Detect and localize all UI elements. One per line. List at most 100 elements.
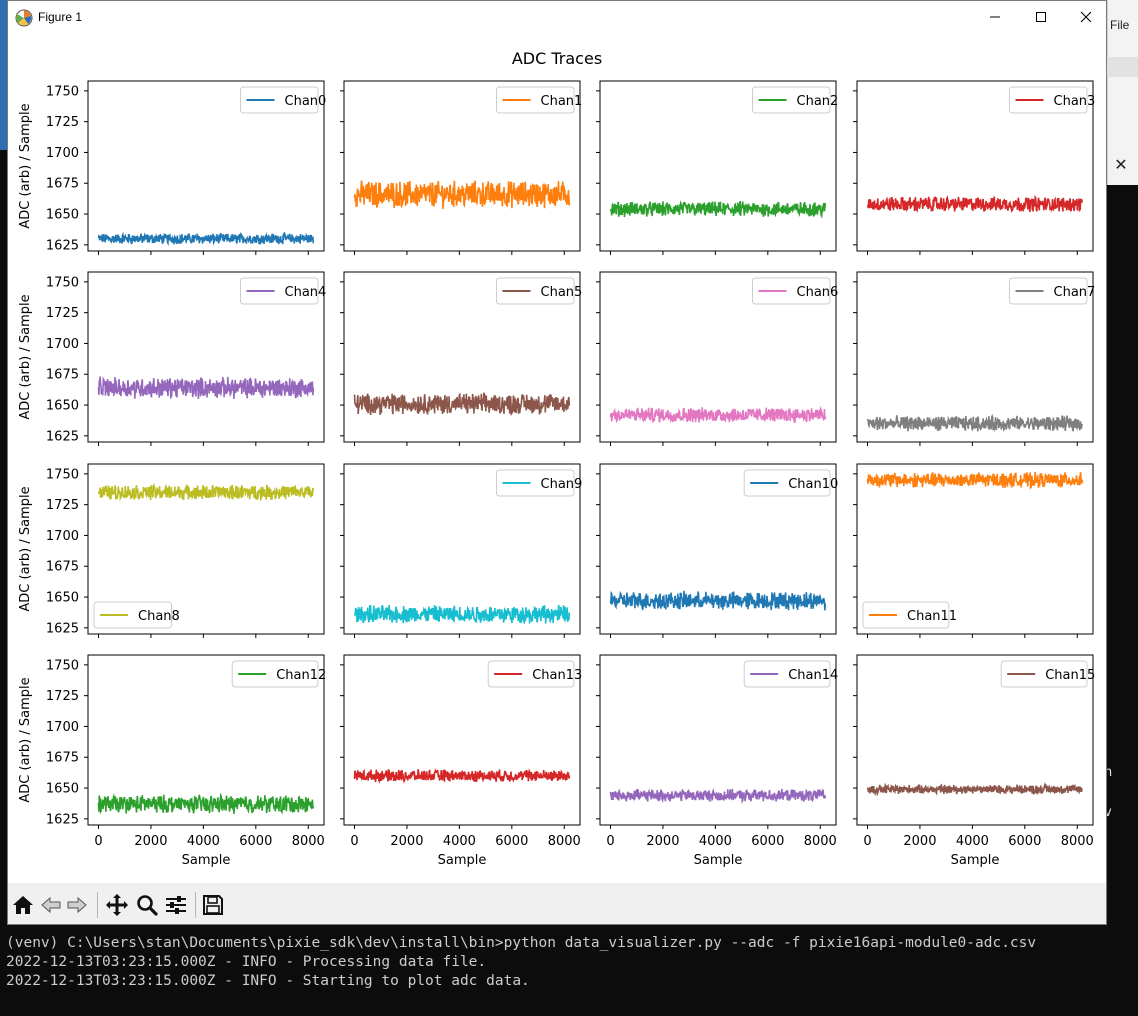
- toolbar-separator: [97, 892, 98, 918]
- legend: Chan4: [240, 277, 327, 305]
- legend: Chan12: [231, 660, 326, 688]
- zoom-button[interactable]: [134, 892, 160, 918]
- trace-line-chan11: [866, 471, 1084, 490]
- x-tick-label: 4000: [956, 834, 989, 849]
- y-tick-label: 1750: [46, 84, 79, 99]
- x-axis-label: Sample: [951, 853, 1000, 868]
- forward-arrow-icon: [67, 896, 87, 914]
- legend: Chan11: [862, 601, 957, 629]
- trace-line-chan12: [97, 792, 315, 815]
- y-tick-label: 1700: [46, 529, 79, 544]
- axes-frame: [87, 654, 325, 826]
- legend-box: [752, 86, 831, 114]
- y-tick-label: 1625: [46, 621, 79, 636]
- x-tick-label: 6000: [239, 834, 272, 849]
- axes-frame: [856, 80, 1094, 252]
- y-tick-label: 1650: [46, 399, 79, 414]
- title-bar[interactable]: Figure 1: [8, 1, 1106, 34]
- legend: Chan2: [752, 86, 838, 114]
- subplot-chan5: Chan5: [340, 271, 582, 446]
- trace-line-chan7: [866, 413, 1084, 433]
- adc-traces-figure[interactable]: ADC Traces 1625 1650 1675 1700 1725 1750 ADC (…: [8, 34, 1106, 883]
- x-tick-label: 4000: [699, 834, 732, 849]
- y-tick-label: 1700: [46, 720, 79, 735]
- maximize-button[interactable]: [1018, 1, 1064, 33]
- minimize-button[interactable]: [972, 1, 1018, 33]
- legend-label: Chan4: [285, 285, 327, 300]
- toolbar-separator: [195, 892, 196, 918]
- forward-button[interactable]: [64, 892, 90, 918]
- legend-box: [1000, 660, 1088, 688]
- legend-box: [487, 660, 575, 688]
- back-arrow-icon: [41, 896, 61, 914]
- pan-icon: [106, 894, 128, 916]
- back-button[interactable]: [38, 892, 64, 918]
- subplot-chan10: Chan10: [596, 463, 838, 638]
- configure-subplots-icon: [166, 896, 186, 914]
- axes-frame: [599, 654, 837, 826]
- subplot-chan7: Chan7: [853, 271, 1096, 446]
- configure-subplots-button[interactable]: [163, 892, 189, 918]
- y-tick-label: 1700: [46, 146, 79, 161]
- y-tick-label: 1750: [46, 467, 79, 482]
- figure-canvas[interactable]: ADC Traces 1625 1650 1675 1700 1725 1750 ADC (…: [8, 34, 1106, 883]
- trace-line-chan15: [866, 782, 1083, 797]
- x-tick-label: 2000: [646, 834, 679, 849]
- subplot-chan12: 1625 1650 1675 1700 1725 1750 0 2000 4000 6000 800…: [18, 654, 326, 868]
- y-tick-label: 1675: [46, 368, 79, 383]
- legend: Chan13: [487, 660, 582, 688]
- x-tick-label: 0: [94, 834, 102, 849]
- legend: Chan10: [743, 469, 838, 497]
- axes-frame: [599, 463, 837, 635]
- x-tick-label: 8000: [804, 834, 837, 849]
- axes-frame: [343, 463, 581, 635]
- terminal-line: 2022-12-13T03:23:15.000Z - INFO - Starti…: [6, 973, 530, 989]
- pan-button[interactable]: [104, 892, 130, 918]
- trace-line-chan9: [353, 604, 571, 624]
- legend-box: [231, 660, 319, 688]
- x-tick-label: 8000: [292, 834, 325, 849]
- legend-label: Chan7: [1054, 285, 1096, 300]
- subplot-chan8: 1625 1650 1675 1700 1725 1750 ADC (arb) / Samp…: [18, 463, 325, 638]
- y-tick-label: 1700: [46, 337, 79, 352]
- background-text: n File: [1100, 18, 1130, 32]
- y-tick-label: 1650: [46, 591, 79, 606]
- terminal-console[interactable]: (venv) C:\Users\stan\Documents\pixie_sdk…: [0, 925, 1138, 1016]
- background-window-right: [1107, 0, 1138, 185]
- x-tick-label: 2000: [903, 834, 936, 849]
- trace-line-chan4: [97, 376, 315, 400]
- close-icon: [1080, 11, 1092, 23]
- trace-line-chan14: [609, 787, 827, 804]
- legend-box: [496, 277, 575, 305]
- y-tick-label: 1625: [46, 429, 79, 444]
- legend: Chan8: [93, 601, 180, 629]
- window-title: Figure 1: [38, 10, 83, 24]
- axes-frame: [856, 654, 1094, 826]
- legend-box: [240, 86, 319, 114]
- axes-frame: [87, 271, 325, 443]
- trace-line-chan10: [609, 590, 827, 611]
- trace-line-chan13: [353, 768, 571, 784]
- x-tick-label: 6000: [495, 834, 528, 849]
- subplot-chan4: 1625 1650 1675 1700 1725 1750 ADC (arb) / Samp…: [18, 271, 327, 446]
- legend-label: Chan6: [797, 285, 839, 300]
- close-button[interactable]: [1063, 1, 1109, 33]
- terminal-line: (venv) C:\Users\stan\Documents\pixie_sdk…: [6, 935, 1037, 951]
- terminal-line: 2022-12-13T03:23:15.000Z - INFO - Proces…: [6, 954, 487, 970]
- background-text: v: [1104, 805, 1112, 820]
- y-axis-label: ADC (arb) / Sample: [18, 677, 33, 802]
- subplot-chan9: Chan9: [340, 463, 582, 638]
- subplot-chan14: 0 2000 4000 6000 8000 Sample Chan14: [596, 654, 838, 868]
- figure-window: Figure 1 ADC Traces 1625 1650 1675 1700 1725…: [7, 0, 1107, 925]
- legend-label: Chan15: [1045, 668, 1095, 683]
- x-tick-label: 0: [606, 834, 614, 849]
- background-text: n: [1104, 765, 1113, 780]
- legend-box: [752, 277, 831, 305]
- axes-frame: [343, 654, 581, 826]
- x-tick-label: 2000: [134, 834, 167, 849]
- home-button[interactable]: [10, 892, 36, 918]
- legend: Chan7: [1009, 277, 1096, 305]
- legend: Chan3: [1009, 86, 1095, 114]
- save-button[interactable]: [200, 892, 226, 918]
- background-close-icon[interactable]: ✕: [1114, 155, 1128, 174]
